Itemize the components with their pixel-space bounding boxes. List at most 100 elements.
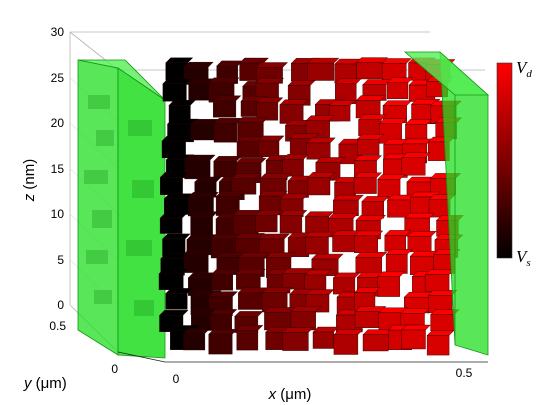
z-tick-label: 15 <box>51 162 65 176</box>
voxel-top <box>400 308 431 314</box>
voxel-face <box>333 334 359 355</box>
voxel-top <box>401 152 431 158</box>
voxel-face <box>354 311 381 328</box>
voxel-face <box>211 274 233 291</box>
voxel-top <box>402 138 433 145</box>
voxel-face <box>258 140 280 157</box>
voxel-face <box>165 293 188 310</box>
voxel-top <box>215 191 245 197</box>
voxel-face <box>305 120 330 138</box>
axis-lines <box>117 351 488 363</box>
z-axis-label: z (nm) <box>21 159 38 203</box>
voxel-top <box>259 173 292 179</box>
voxel-face <box>305 216 329 233</box>
voxel-face <box>362 334 389 352</box>
voxel-top <box>258 233 290 240</box>
voxel-top <box>426 330 455 336</box>
voxel-top <box>239 57 269 64</box>
voxel-top <box>208 291 238 297</box>
voxel-face <box>307 177 331 196</box>
voxel-top <box>353 155 383 161</box>
voxel-face <box>353 177 377 194</box>
x-tick-label: 0 <box>173 372 180 386</box>
source-contact <box>77 59 166 359</box>
voxel-face <box>190 216 213 237</box>
colorbar-top-label: Vd <box>516 58 532 80</box>
voxel-face <box>426 335 450 356</box>
voxel-face <box>384 235 406 252</box>
voxel-face <box>190 124 215 141</box>
voxel-top <box>208 77 240 84</box>
voxel-top <box>282 153 310 160</box>
z-tick-label: 5 <box>57 253 64 267</box>
voxel-top <box>332 194 364 201</box>
voxel-top <box>279 193 309 200</box>
voxel-top <box>282 327 314 333</box>
voxel-top <box>216 60 244 67</box>
voxel-top <box>165 288 193 294</box>
voxel-face <box>255 215 278 233</box>
z-tick-label: 25 <box>51 71 65 85</box>
voxel-top <box>305 289 335 295</box>
voxel-face <box>305 236 329 255</box>
voxel-top <box>162 233 191 240</box>
voxel-top <box>327 213 359 219</box>
colorbar-gradient <box>496 62 513 259</box>
voxel-top <box>255 77 285 84</box>
voxel-top <box>355 95 386 101</box>
voxel-face <box>159 217 183 234</box>
y-ticks: 0.5 0 <box>49 319 118 376</box>
voxel-top <box>311 253 344 260</box>
voxel-face <box>377 276 401 297</box>
voxel-face <box>354 235 378 253</box>
voxel-face <box>208 334 233 355</box>
y-tick-label: 0 <box>111 362 118 376</box>
voxel-top <box>231 173 262 179</box>
voxel-top <box>235 157 267 164</box>
z-ticks: 0 5 10 15 20 25 30 <box>51 25 65 312</box>
voxel-top <box>208 329 238 335</box>
y-tick-label: 0.5 <box>49 319 66 333</box>
voxel-top <box>362 79 392 85</box>
voxel-top <box>235 268 266 275</box>
voxel-top <box>332 272 361 279</box>
voxel-top <box>212 95 242 101</box>
voxel-top <box>304 231 335 238</box>
voxel-top <box>159 310 189 316</box>
voxel-face <box>158 273 184 290</box>
voxel-face <box>184 159 211 180</box>
voxel-top <box>361 196 390 202</box>
voxel-top <box>358 114 387 120</box>
voxel-top <box>377 174 406 180</box>
voxel-top <box>287 80 316 86</box>
voxel-face <box>183 253 209 273</box>
voxel-top <box>158 268 189 274</box>
voxel-face <box>282 332 309 351</box>
colorbar: Vd Vs <box>496 58 532 269</box>
x-tick-label: 0.5 <box>456 366 473 380</box>
voxel-top <box>353 172 383 178</box>
voxel-top <box>194 176 222 183</box>
voxel-top <box>255 62 289 68</box>
voxel-face <box>231 178 257 195</box>
voxel-face <box>236 274 261 290</box>
voxel-top <box>165 57 194 63</box>
voxel-top <box>382 100 413 106</box>
voxel-top <box>315 157 346 163</box>
voxel-top <box>407 231 437 237</box>
voxel-top <box>378 118 408 124</box>
voxel-face <box>279 215 303 234</box>
drain-contact <box>403 51 490 356</box>
x-axis-label: x (μm) <box>268 386 312 403</box>
voxel-face <box>401 329 426 350</box>
voxel-top <box>381 58 412 64</box>
voxel-top <box>306 57 340 64</box>
voxel-top <box>183 248 214 255</box>
voxel-face <box>236 330 259 351</box>
voxel-top <box>235 233 266 239</box>
voxel-top <box>184 154 216 161</box>
voxel-face <box>162 83 187 102</box>
voxel-face <box>238 292 265 310</box>
colorbar-bottom-label: Vs <box>516 247 531 269</box>
